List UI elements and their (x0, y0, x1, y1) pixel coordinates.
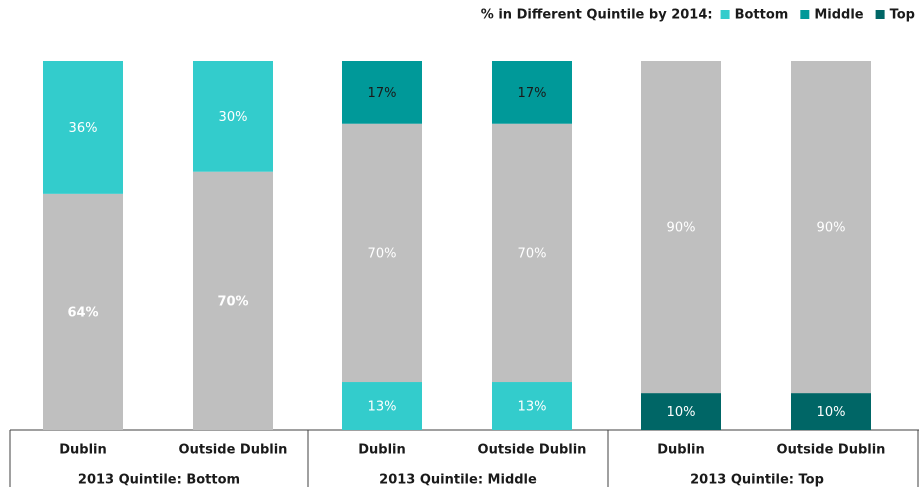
data-label: 64% (67, 305, 98, 320)
data-label: 30% (219, 110, 248, 125)
bar-segment (641, 61, 721, 394)
data-label: 13% (368, 400, 397, 415)
x-tick-label: Dublin (358, 443, 406, 458)
bar-segment (193, 171, 273, 430)
legend-label: Top (890, 8, 915, 23)
legend-label: Bottom (735, 8, 789, 23)
data-label: 10% (667, 405, 696, 420)
group-label: 2013 Quintile: Middle (379, 473, 537, 487)
legend-title: % in Different Quintile by 2014: (481, 8, 713, 23)
bar-segment (492, 61, 572, 124)
x-tick-label: Dublin (59, 443, 107, 458)
legend-swatch (875, 10, 885, 19)
bar-segment (342, 382, 422, 430)
data-label: 13% (518, 400, 547, 415)
data-label: 10% (817, 405, 846, 420)
data-label: 17% (368, 86, 397, 101)
group-label: 2013 Quintile: Top (690, 473, 824, 487)
bar-segment (791, 61, 871, 394)
x-tick-label: Outside Dublin (777, 443, 886, 458)
data-label: 36% (69, 121, 98, 136)
bar-segment (791, 393, 871, 430)
bar-segment (193, 61, 273, 172)
group-label: 2013 Quintile: Bottom (78, 473, 240, 487)
data-label: 70% (518, 246, 547, 261)
x-tick-label: Outside Dublin (478, 443, 587, 458)
x-tick-label: Dublin (657, 443, 705, 458)
data-label: 90% (667, 221, 696, 236)
legend-label: Middle (814, 8, 863, 23)
bar-segment (43, 61, 123, 194)
data-label: 90% (817, 221, 846, 236)
legend-swatch (800, 10, 810, 19)
bar-segment (492, 382, 572, 430)
bar-segment (342, 123, 422, 383)
data-label: 70% (217, 294, 248, 309)
data-label: 70% (368, 246, 397, 261)
legend-swatch (720, 10, 730, 19)
x-tick-label: Outside Dublin (179, 443, 288, 458)
bar-segment (641, 393, 721, 430)
bar-segment (342, 61, 422, 124)
data-label: 17% (518, 86, 547, 101)
bar-segment (43, 193, 123, 430)
bar-segment (492, 123, 572, 383)
